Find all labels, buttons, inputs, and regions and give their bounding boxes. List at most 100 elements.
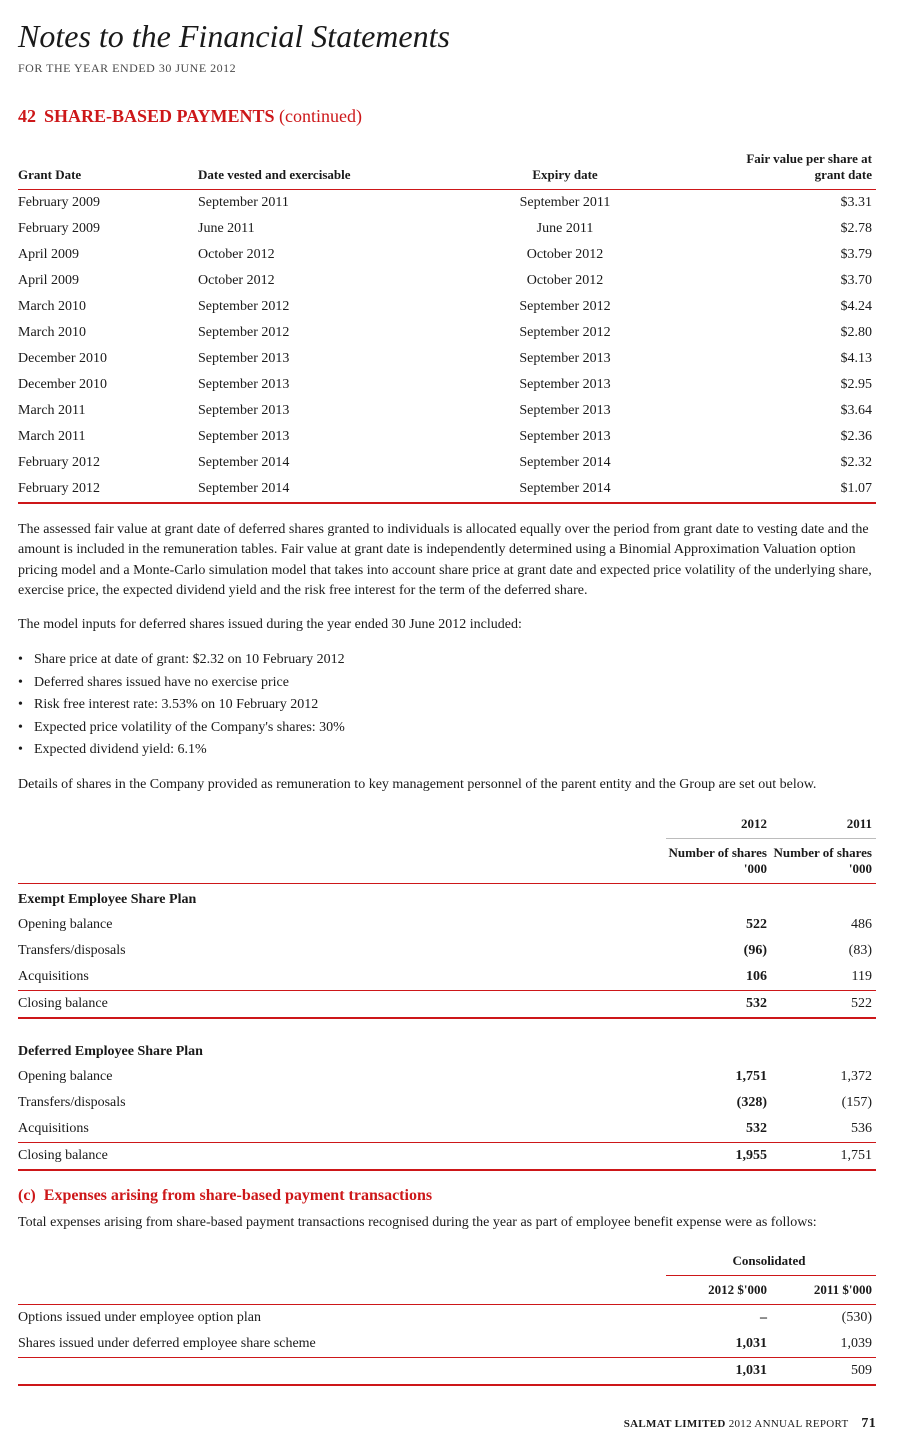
cell-vested: September 2013 (198, 398, 398, 424)
cell-vested: September 2013 (198, 424, 398, 450)
cell-2012: 532 (666, 990, 771, 1018)
para-fairvalue: The assessed fair value at grant date of… (18, 520, 876, 601)
subsection-title: Expenses arising from share-based paymen… (44, 1187, 432, 1204)
table-row: April 2009October 2012October 2012$3.70 (18, 268, 876, 294)
cell-expiry: September 2012 (398, 294, 736, 320)
table-row: Transfers/disposals(328)(157) (18, 1090, 876, 1116)
cell-label: Shares issued under deferred employee sh… (18, 1331, 666, 1358)
cell-2012: 522 (666, 912, 771, 938)
th-expiry: Expiry date (398, 145, 736, 190)
cell-label: Closing balance (18, 1142, 666, 1170)
table-row: Opening balance522486 (18, 912, 876, 938)
footer-page: 71 (861, 1416, 876, 1431)
cell-grant: December 2010 (18, 372, 198, 398)
section-continued: (continued) (279, 106, 362, 126)
cell-expiry: June 2011 (398, 216, 736, 242)
cell-grant: February 2012 (18, 476, 198, 503)
cell-grant: April 2009 (18, 242, 198, 268)
table-row: March 2011September 2013September 2013$3… (18, 398, 876, 424)
page-footer: SALMAT LIMITED 2012 ANNUAL REPORT 71 (18, 1416, 876, 1432)
cell-grant: March 2011 (18, 424, 198, 450)
cell-label: Acquisitions (18, 1116, 666, 1143)
cell-expiry: September 2013 (398, 346, 736, 372)
cell-fair: $1.07 (736, 476, 876, 503)
page-subtitle: FOR THE YEAR ENDED 30 JUNE 2012 (18, 61, 876, 76)
cell-vested: September 2012 (198, 294, 398, 320)
cell-2011: 1,039 (771, 1331, 876, 1358)
table-row: Transfers/disposals(96)(83) (18, 938, 876, 964)
table-row: Acquisitions532536 (18, 1116, 876, 1143)
cell-total-2011: 509 (771, 1358, 876, 1386)
th-2011-money: 2011 $'000 (771, 1276, 876, 1305)
plan-title: Deferred Employee Share Plan (18, 1036, 876, 1064)
para-remuneration: Details of shares in the Company provide… (18, 775, 876, 795)
cell-label: Closing balance (18, 990, 666, 1018)
cell-2011: 1,372 (771, 1064, 876, 1090)
th-2011: 2011 (771, 810, 876, 839)
cell-vested: October 2012 (198, 242, 398, 268)
th-unit-2012: Number of shares '000 (666, 838, 771, 883)
cell-label: Acquisitions (18, 964, 666, 991)
cell-expiry: September 2013 (398, 372, 736, 398)
page-title: Notes to the Financial Statements (18, 18, 876, 55)
cell-fair: $4.24 (736, 294, 876, 320)
cell-2012: 1,955 (666, 1142, 771, 1170)
cell-2011: 1,751 (771, 1142, 876, 1170)
th-consolidated: Consolidated (666, 1247, 876, 1276)
cell-vested: September 2014 (198, 476, 398, 503)
table-row: December 2010September 2013September 201… (18, 372, 876, 398)
share-plans-table: 2012 2011 Number of shares '000 Number o… (18, 810, 876, 1171)
cell-fair: $2.32 (736, 450, 876, 476)
cell-fair: $2.78 (736, 216, 876, 242)
table-row: Opening balance1,7511,372 (18, 1064, 876, 1090)
cell-2011: (83) (771, 938, 876, 964)
cell-2011: 486 (771, 912, 876, 938)
th-2012-money: 2012 $'000 (666, 1276, 771, 1305)
table-row: February 2012September 2014September 201… (18, 450, 876, 476)
list-item: Deferred shares issued have no exercise … (34, 672, 876, 694)
table-row: February 2009September 2011September 201… (18, 190, 876, 217)
cell-fair: $4.13 (736, 346, 876, 372)
cell-fair: $3.64 (736, 398, 876, 424)
para-expenses: Total expenses arising from share-based … (18, 1213, 876, 1233)
cell-expiry: September 2013 (398, 398, 736, 424)
th-grant: Grant Date (18, 145, 198, 190)
cell-expiry: September 2014 (398, 476, 736, 503)
plan-title: Exempt Employee Share Plan (18, 883, 876, 912)
cell-expiry: October 2012 (398, 242, 736, 268)
expenses-table: Consolidated 2012 $'000 2011 $'000 Optio… (18, 1247, 876, 1386)
table-row: March 2011September 2013September 2013$2… (18, 424, 876, 450)
table-row: February 2009June 2011June 2011$2.78 (18, 216, 876, 242)
list-item: Share price at date of grant: $2.32 on 1… (34, 649, 876, 671)
footer-text: 2012 ANNUAL REPORT (729, 1418, 849, 1430)
cell-grant: February 2012 (18, 450, 198, 476)
cell-vested: October 2012 (198, 268, 398, 294)
cell-label: Transfers/disposals (18, 1090, 666, 1116)
para-modelinputs: The model inputs for deferred shares iss… (18, 615, 876, 635)
subsection-letter: (c) (18, 1187, 36, 1204)
cell-2012: 1,751 (666, 1064, 771, 1090)
cell-grant: April 2009 (18, 268, 198, 294)
table-row: Closing balance1,9551,751 (18, 1142, 876, 1170)
cell-2011: (530) (771, 1305, 876, 1332)
cell-expiry: September 2012 (398, 320, 736, 346)
list-item: Expected price volatility of the Company… (34, 717, 876, 739)
th-unit-2011: Number of shares '000 (771, 838, 876, 883)
cell-label: Opening balance (18, 1064, 666, 1090)
cell-2012: 532 (666, 1116, 771, 1143)
cell-2012: 106 (666, 964, 771, 991)
table-row: February 2012September 2014September 201… (18, 476, 876, 503)
cell-expiry: September 2014 (398, 450, 736, 476)
cell-fair: $3.70 (736, 268, 876, 294)
cell-grant: February 2009 (18, 216, 198, 242)
cell-2012: – (666, 1305, 771, 1332)
cell-fair: $3.31 (736, 190, 876, 217)
cell-vested: September 2011 (198, 190, 398, 217)
section-label: SHARE-BASED PAYMENTS (44, 106, 275, 126)
cell-vested: September 2014 (198, 450, 398, 476)
cell-expiry: October 2012 (398, 268, 736, 294)
cell-vested: September 2013 (198, 372, 398, 398)
cell-grant: March 2011 (18, 398, 198, 424)
cell-2012: (328) (666, 1090, 771, 1116)
table-row: March 2010September 2012September 2012$4… (18, 294, 876, 320)
